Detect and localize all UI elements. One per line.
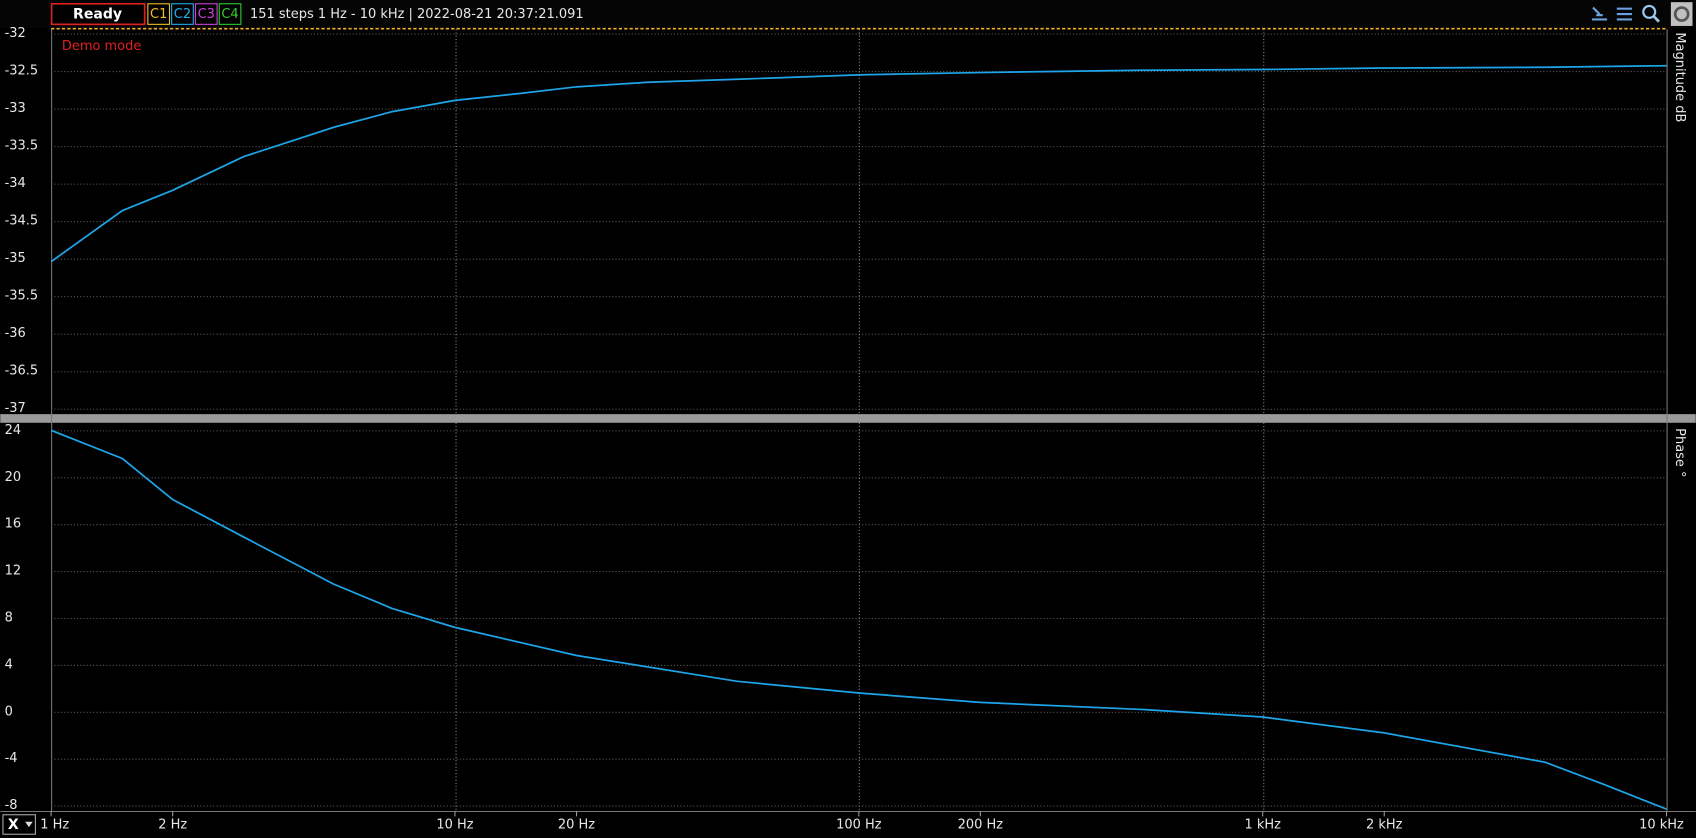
icon-settings[interactable] (1670, 2, 1693, 26)
channel-label[interactable]: C3 (198, 7, 215, 22)
y-tick-label: -37 (5, 401, 26, 416)
series-line (51, 64, 1667, 263)
y-axis-label: Magnitude dB (1672, 32, 1687, 122)
y-tick-label: -33 (5, 101, 26, 116)
y-tick-label: -35.5 (5, 289, 39, 304)
y-tick-label: -34.5 (5, 214, 39, 229)
x-selector-label[interactable]: X (8, 817, 19, 833)
channel-label[interactable]: C4 (221, 7, 238, 22)
series-line (51, 429, 1667, 810)
y-tick-label: 20 (5, 470, 22, 485)
channel-button[interactable] (147, 3, 171, 25)
x-tick-label: 20 Hz (558, 818, 595, 833)
y-tick-label: -32.5 (5, 64, 39, 79)
y-axis-label: Phase ° (1672, 428, 1687, 477)
icon-lines[interactable] (1616, 7, 1632, 21)
y-tick-label: -8 (5, 798, 18, 813)
demo-label: Demo mode (62, 39, 141, 54)
icon-settings-gear[interactable] (1673, 6, 1690, 22)
x-tick-label: 2 kHz (1366, 818, 1403, 833)
y-tick-label: -35 (5, 251, 26, 266)
x-selector[interactable] (2, 814, 36, 835)
x-tick-label: 10 Hz (436, 818, 473, 833)
y-tick-label: 24 (5, 423, 22, 438)
x-tick-label: 10 kHz (1639, 818, 1684, 833)
y-tick-label: -36 (5, 326, 26, 341)
channel-label[interactable]: C1 (150, 7, 167, 22)
y-tick-label: -32 (5, 26, 26, 41)
x-tick-label: 200 Hz (958, 818, 1004, 833)
status-box (50, 2, 146, 26)
icon-autoscale[interactable] (1591, 6, 1608, 21)
y-tick-label: -33.5 (5, 139, 39, 154)
toolbar-icons[interactable] (1591, 2, 1693, 26)
y-tick-label: 12 (5, 564, 22, 579)
y-tick-label: 8 (5, 610, 13, 625)
icon-zoom[interactable] (1642, 4, 1657, 19)
dropdown-arrow[interactable] (25, 821, 33, 828)
icon-zoom-handle[interactable] (1652, 15, 1660, 23)
channel-label[interactable]: C2 (174, 7, 191, 22)
x-tick-label: 1 kHz (1244, 818, 1281, 833)
panel-splitter[interactable] (0, 414, 1696, 423)
y-tick-label: -4 (5, 751, 18, 766)
status-text: Ready (73, 7, 122, 23)
sweep-info: 151 steps 1 Hz - 10 kHz | 2022-08-21 20:… (250, 7, 584, 22)
channel-button[interactable] (171, 3, 194, 25)
y-tick-label: -36.5 (5, 364, 39, 379)
x-tick-label: 2 Hz (158, 818, 187, 833)
plots: -32 -32.5 -33 -33.5 -34 -34.5 -35 -35.5 -36 -36.5… (5, 26, 1684, 833)
channel-button[interactable] (194, 3, 218, 25)
channel-button[interactable] (218, 3, 242, 25)
toolbar (0, 0, 1696, 29)
x-tick-label: 1 Hz (40, 818, 69, 833)
y-tick-label: 16 (5, 517, 22, 532)
y-tick-label: 0 (5, 704, 13, 719)
y-tick-label: 4 (5, 657, 13, 672)
x-tick-label: 100 Hz (836, 818, 882, 833)
y-tick-label: -34 (5, 176, 26, 191)
